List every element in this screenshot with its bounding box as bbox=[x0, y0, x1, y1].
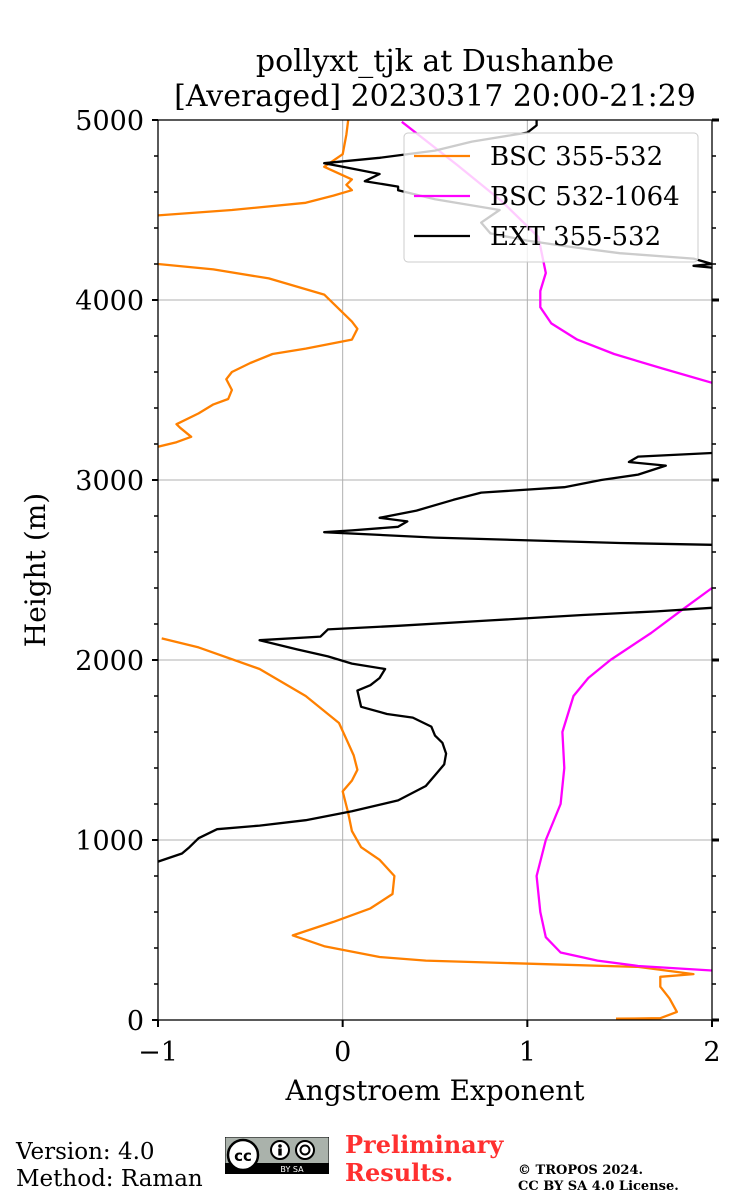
series-line-bsc-532-1064-seg0 bbox=[535, 587, 712, 972]
sa-icon bbox=[295, 1140, 315, 1160]
legend-entry: BSC 355-532 bbox=[490, 142, 663, 172]
y-tick-label: 0 bbox=[127, 1006, 144, 1037]
legend-box bbox=[403, 132, 699, 263]
y-tick-label: 5000 bbox=[75, 106, 144, 137]
chart-title: pollyxt_tjk at Dushanbe bbox=[256, 44, 614, 79]
series-line-bsc-355-532-seg2 bbox=[158, 120, 354, 217]
y-tick-labels: 0 1000 2000 3000 4000 5000 bbox=[75, 106, 144, 1037]
copyright-notice: © TROPOS 2024. CC BY SA 4.0 License. bbox=[518, 1163, 679, 1195]
legend-entry: BSC 532-1064 bbox=[490, 182, 680, 212]
series-line-ext-355-532-seg0 bbox=[158, 606, 712, 863]
y-axis-label: Height (m) bbox=[19, 493, 52, 647]
preliminary-line1: Preliminary bbox=[345, 1130, 504, 1159]
y-tick-label: 1000 bbox=[75, 826, 144, 857]
series-line-bsc-355-532-seg0 bbox=[161, 637, 695, 1020]
method-text: Method: Raman bbox=[16, 1166, 203, 1192]
chart-subtitle: [Averaged] 20230317 20:00-21:29 bbox=[174, 79, 696, 114]
preliminary-results-label: Preliminary Results. bbox=[345, 1131, 503, 1187]
x-tick-label: 2 bbox=[703, 1037, 720, 1068]
series-line-ext-355-532-seg1 bbox=[323, 451, 712, 546]
x-axis-label: Angstroem Exponent bbox=[285, 1074, 586, 1107]
x-tick-label: 1 bbox=[519, 1037, 536, 1068]
copyright-line2: CC BY SA 4.0 License. bbox=[518, 1179, 679, 1194]
plot-frame bbox=[157, 119, 713, 1021]
y-tick-label: 2000 bbox=[75, 646, 144, 677]
y-tick-label: 3000 bbox=[75, 466, 144, 497]
x-tick-labels: −1 0 1 2 bbox=[138, 1037, 721, 1068]
version-text: Version: 4.0 bbox=[16, 1139, 155, 1165]
series-line-bsc-355-532-seg1 bbox=[158, 262, 359, 448]
preliminary-line2: Results. bbox=[345, 1158, 454, 1187]
axis-ticks bbox=[152, 118, 719, 1027]
copyright-line1: © TROPOS 2024. bbox=[518, 1163, 644, 1178]
x-tick-label: 0 bbox=[334, 1037, 351, 1068]
badge-text: BY SA bbox=[280, 1165, 304, 1174]
x-tick-label: −1 bbox=[138, 1037, 178, 1068]
cc-icon bbox=[226, 1138, 260, 1172]
svg-text:cc: cc bbox=[234, 1147, 252, 1165]
legend: BSC 355-532 BSC 532-1064 EXT 355-532 bbox=[403, 132, 699, 263]
legend-entry: EXT 355-532 bbox=[490, 222, 661, 252]
cc-license-badge: cc BY SA bbox=[225, 1137, 329, 1174]
series-layer bbox=[158, 120, 712, 1020]
y-tick-label: 4000 bbox=[75, 286, 144, 317]
